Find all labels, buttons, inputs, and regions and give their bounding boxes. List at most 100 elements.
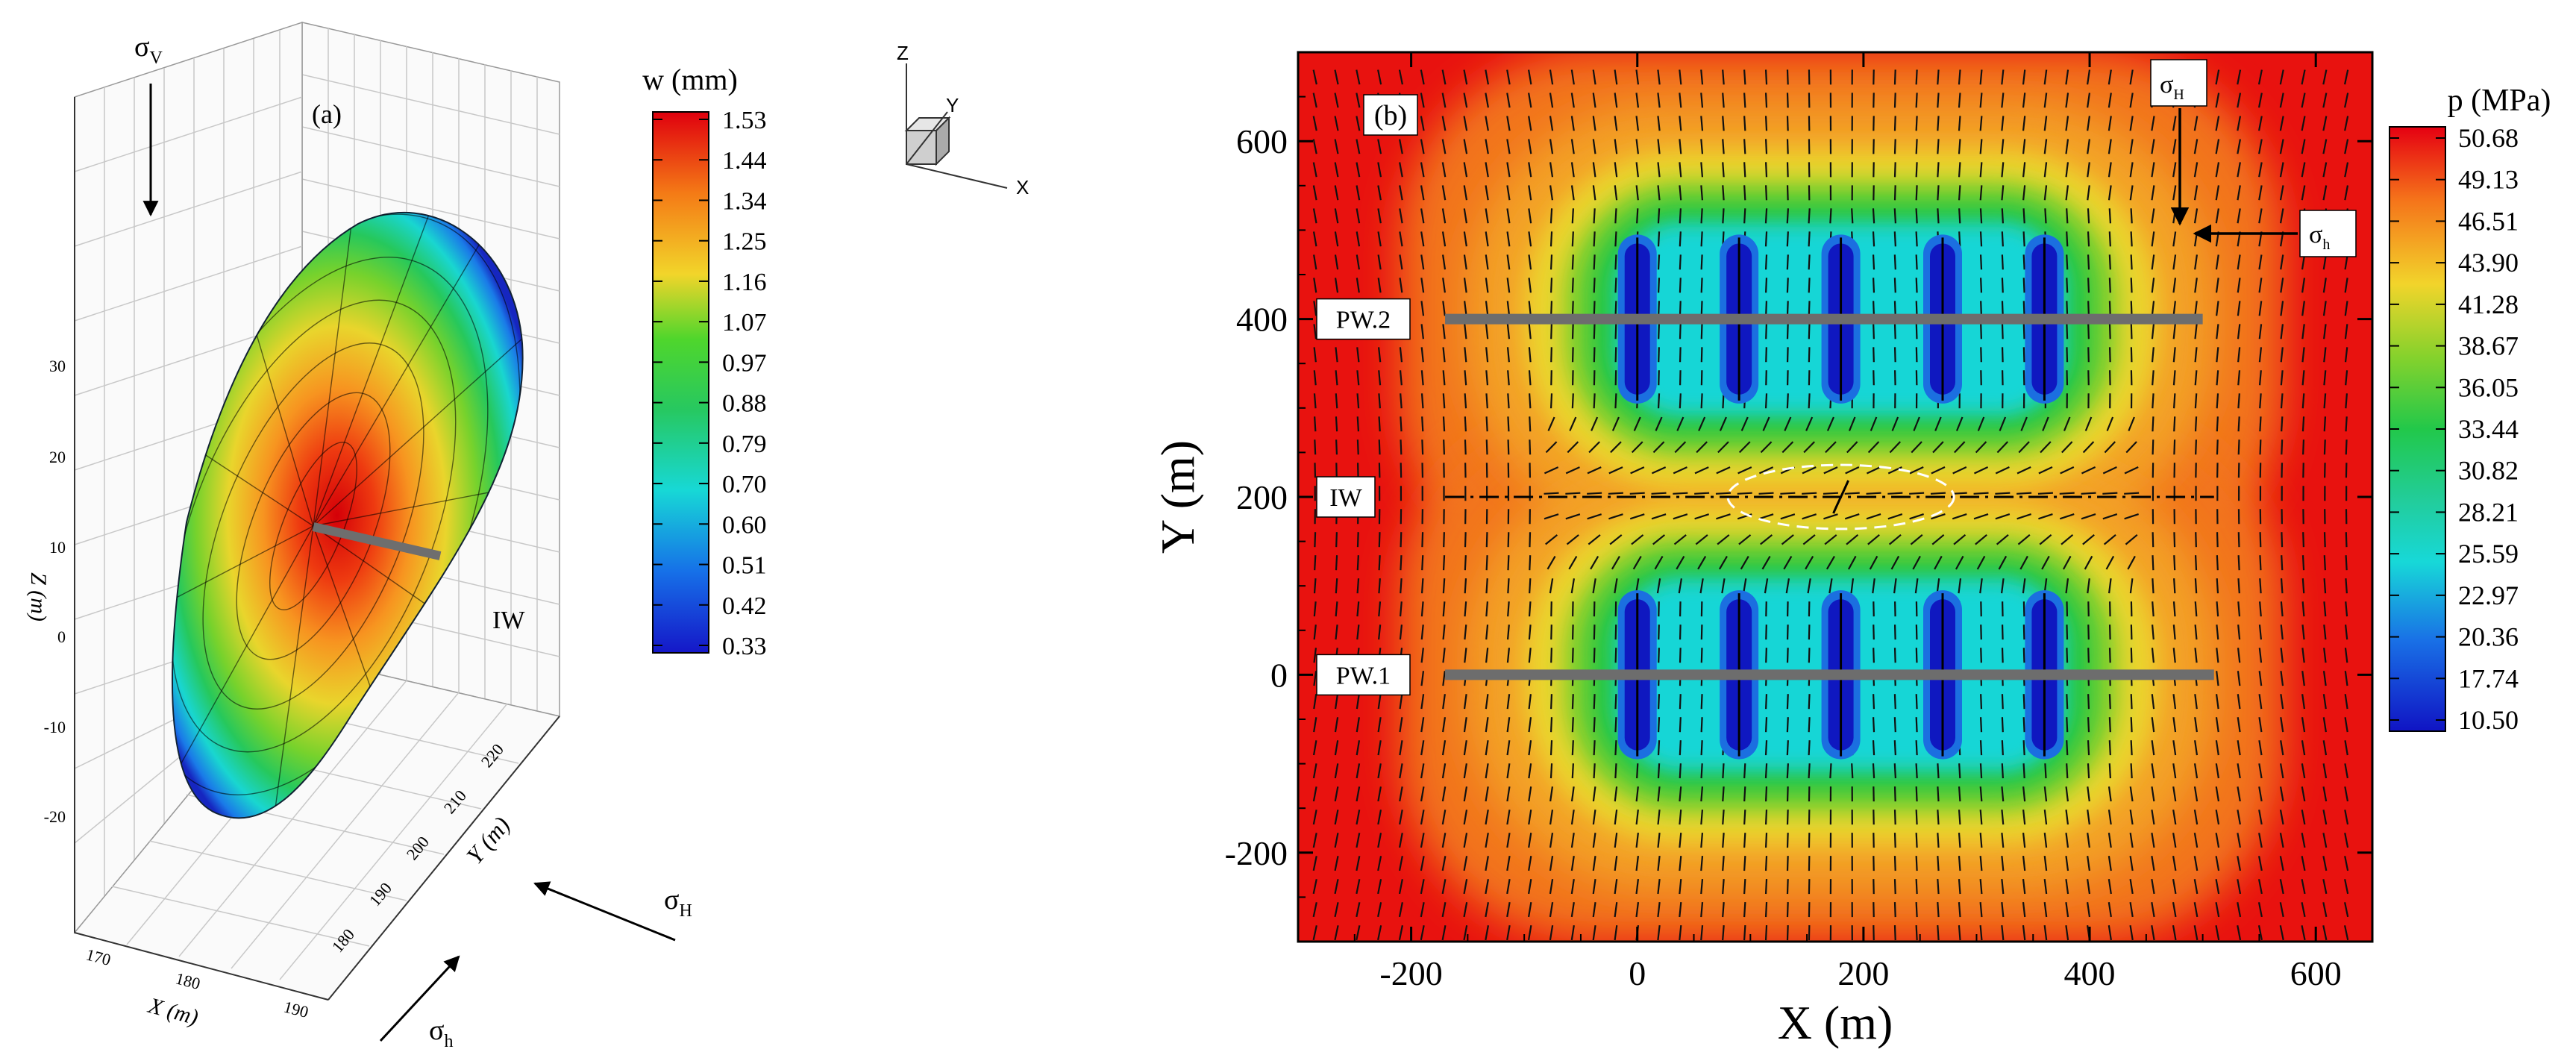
flow-vector — [2345, 578, 2346, 593]
flow-vector — [1895, 162, 1896, 177]
flow-vector — [1895, 833, 1896, 848]
flow-vector — [1744, 786, 1745, 801]
flow-vector — [2002, 625, 2003, 639]
flow-vector — [1873, 254, 1874, 269]
flow-vector — [1594, 254, 1595, 269]
flow-vector — [1680, 717, 1681, 732]
flow-vector — [1766, 694, 1767, 709]
flow-vector — [1766, 879, 1767, 894]
flow-vector — [2345, 393, 2347, 408]
z-axis-label: Z (m) — [26, 572, 51, 622]
flow-vector — [1887, 493, 1902, 494]
flow-vector — [1465, 416, 1466, 431]
flow-vector — [1895, 879, 1896, 894]
flow-vector — [1358, 393, 1359, 408]
flow-vector — [1694, 493, 1709, 494]
flow-vector — [1766, 301, 1767, 316]
flow-vector — [1809, 393, 1810, 408]
flow-vector — [1551, 231, 1552, 246]
flow-vector — [1314, 439, 1315, 454]
svg-text:Y: Y — [946, 94, 959, 116]
flow-vector — [1895, 902, 1896, 917]
flow-vector — [1587, 493, 1602, 494]
colorbar-w-label: 1.53 — [722, 107, 767, 134]
flow-vector — [1615, 254, 1616, 269]
svg-text:X: X — [1016, 176, 1029, 198]
x-tick: 180 — [174, 968, 202, 993]
flow-vector — [2024, 740, 2025, 755]
flow-vector — [2024, 347, 2025, 362]
svg-text:σh: σh — [429, 1015, 453, 1051]
flow-vector — [1766, 116, 1767, 131]
flow-vector — [1486, 601, 1488, 616]
flow-vector — [1895, 185, 1896, 200]
flow-vector — [1379, 555, 1380, 570]
flow-vector — [1873, 208, 1874, 223]
flow-vector — [2174, 393, 2175, 408]
flow-vector — [1336, 416, 1337, 431]
flow-vector — [1895, 786, 1896, 801]
flow-vector — [1895, 648, 1896, 663]
flow-vector — [2066, 301, 2067, 316]
flow-vector — [1551, 301, 1552, 316]
flow-vector — [1787, 278, 1788, 292]
flow-vector — [2024, 208, 2025, 223]
flow-vector — [1895, 93, 1896, 107]
flow-vector — [1680, 763, 1681, 778]
flow-vector — [1336, 393, 1338, 408]
sigma-h-indicator-a: σh — [380, 957, 459, 1051]
flow-vector — [1637, 763, 1638, 778]
flow-vector — [1873, 301, 1874, 316]
flow-vector — [1508, 532, 1509, 547]
well-label-iw: IW — [1329, 484, 1362, 512]
flow-vector — [2153, 439, 2154, 454]
y-axis-label-b: Y (m) — [1151, 440, 1204, 554]
flow-vector — [1658, 694, 1659, 709]
flow-vector — [1959, 902, 1961, 917]
flow-vector — [2002, 740, 2003, 755]
flow-vector — [1766, 393, 1767, 408]
flow-vector — [1830, 208, 1831, 223]
flow-vector — [1401, 532, 1402, 547]
flow-vector — [1616, 648, 1617, 663]
z-tick: 10 — [49, 538, 66, 557]
flow-vector — [1787, 139, 1788, 154]
flow-vector — [1616, 694, 1617, 709]
flow-vector — [1529, 416, 1530, 431]
flow-vector — [1959, 162, 1960, 177]
colorbar-p-label: 38.67 — [2458, 331, 2519, 361]
flow-vector — [2217, 439, 2218, 454]
flow-vector — [1658, 740, 1659, 755]
flow-vector — [2346, 416, 2347, 431]
flow-vector — [1744, 208, 1745, 223]
flow-vector — [1873, 278, 1874, 292]
svg-text:σV: σV — [134, 31, 163, 68]
colorbar-p-title: p (MPa) — [2448, 84, 2551, 118]
flow-vector — [1895, 208, 1896, 223]
flow-vector — [1895, 324, 1896, 339]
flow-vector — [1937, 786, 1938, 801]
flow-vector — [1680, 625, 1681, 639]
flow-vector — [1314, 393, 1316, 408]
flow-vector — [2131, 763, 2132, 778]
flow-vector — [1873, 347, 1874, 362]
flow-vector — [2088, 324, 2089, 339]
flow-vector — [1680, 231, 1681, 246]
flow-vector — [1895, 116, 1896, 131]
flow-vector — [1551, 648, 1552, 663]
flow-vector — [1551, 717, 1552, 732]
flow-vector — [1766, 925, 1767, 940]
flow-vector — [1787, 116, 1788, 131]
flow-vector — [1830, 763, 1831, 778]
flow-vector — [1766, 139, 1767, 154]
flow-vector — [1487, 416, 1488, 431]
flow-vector — [1787, 902, 1788, 917]
flow-vector — [2066, 625, 2067, 639]
flow-vector — [1766, 648, 1767, 663]
flow-vector — [1895, 925, 1896, 940]
colorbar-p-label: 30.82 — [2458, 456, 2519, 486]
flow-vector — [2016, 493, 2031, 494]
flow-vector — [2002, 301, 2003, 316]
flow-vector — [2002, 717, 2003, 732]
flow-vector — [1379, 416, 1380, 431]
